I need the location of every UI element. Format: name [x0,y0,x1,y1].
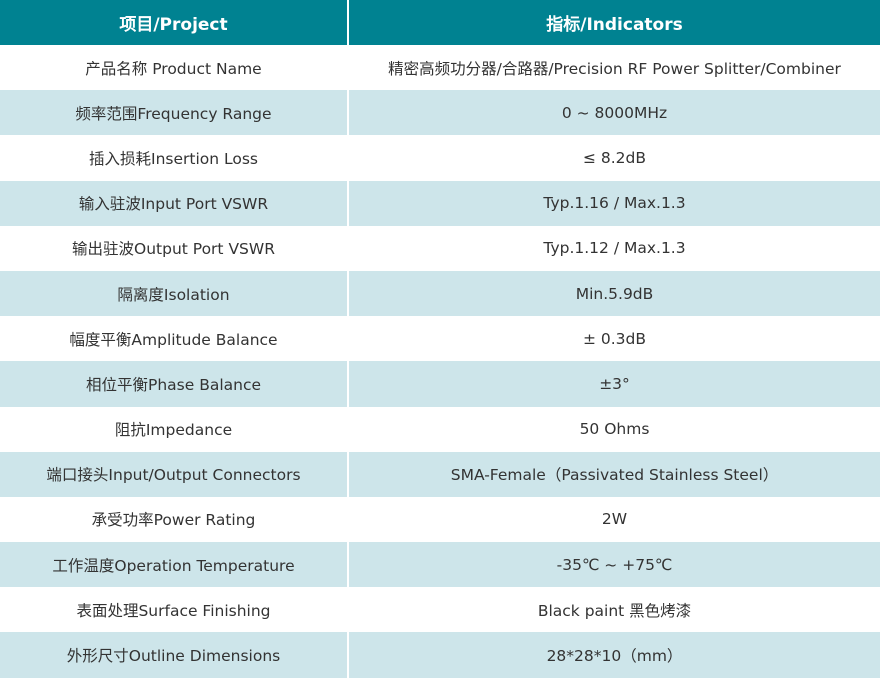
row-value: 0 ~ 8000MHz [348,90,880,136]
row-project: 相位平衡Phase Balance [0,361,349,407]
row-project: 端口接头Input/Output Connectors [0,451,349,497]
table-row: 承受功率Power Rating 2W [0,496,880,543]
row-value: ±3° [348,361,880,407]
table-row: 输入驻波Input Port VSWR Typ.1.16 / Max.1.3 [0,180,880,226]
row-value: Typ.1.16 / Max.1.3 [348,180,880,226]
row-project: 频率范围Frequency Range [0,90,349,136]
row-project: 隔离度Isolation [0,270,349,317]
row-value: 50 Ohms [579,420,650,439]
row-project: 外形尺寸Outline Dimensions [0,632,349,678]
row-project: 插入损耗Insertion Loss [0,135,349,181]
table-row: 阻抗Impedance 50 Ohms [0,406,880,452]
row-value: ± 0.3dB [582,329,647,348]
row-project: 承受功率Power Rating [0,496,349,543]
table-row: 插入损耗Insertion Loss ≤ 8.2dB [0,135,880,181]
table-row: 外形尺寸Outline Dimensions 28*28*10（mm） [0,632,880,678]
header-project: 项目/Project [0,0,349,45]
row-project: 阻抗Impedance [0,406,349,452]
table-row: 幅度平衡Amplitude Balance ± 0.3dB [0,316,880,362]
table-row: 产品名称 Product Name 精密高频功分器/合路器/Precision R… [0,45,880,91]
row-value: SMA-Female（Passivated Stainless Steel） [348,451,880,497]
table-row: 端口接头Input/Output Connectors SMA-Female（Pa… [0,451,880,497]
table-row: 工作温度Operation Temperature -35℃ ~ +75℃ [0,542,880,588]
row-value: Typ.1.12 / Max.1.3 [543,239,686,258]
header-indicators: 指标/Indicators [348,0,880,45]
row-project: 输出驻波Output Port VSWR [0,225,349,271]
row-project: 产品名称 Product Name [0,45,349,91]
row-value: 2W [601,510,628,529]
row-value: Min.5.9dB [348,270,880,317]
row-project: 表面处理Surface Finishing [0,587,349,633]
table-row: 输出驻波Output Port VSWR Typ.1.12 / Max.1.3 [0,225,880,271]
row-value: 28*28*10（mm） [348,632,880,678]
row-project: 幅度平衡Amplitude Balance [0,316,349,362]
row-value: 精密高频功分器/合路器/Precision RF Power Splitter/… [388,59,841,78]
table-row: 相位平衡Phase Balance ±3° [0,361,880,407]
table-row: 频率范围Frequency Range 0 ~ 8000MHz [0,90,880,136]
row-project: 输入驻波Input Port VSWR [0,180,349,226]
row-project: 工作温度Operation Temperature [0,542,349,588]
table-row: 隔离度Isolation Min.5.9dB [0,270,880,317]
row-value: ≤ 8.2dB [582,148,647,167]
row-value: Black paint 黑色烤漆 [537,601,692,620]
row-value: -35℃ ~ +75℃ [348,542,880,588]
header-row: 项目/Project 指标/Indicators [0,0,880,45]
table-row: 表面处理Surface Finishing Black paint 黑色烤漆 [0,587,880,633]
